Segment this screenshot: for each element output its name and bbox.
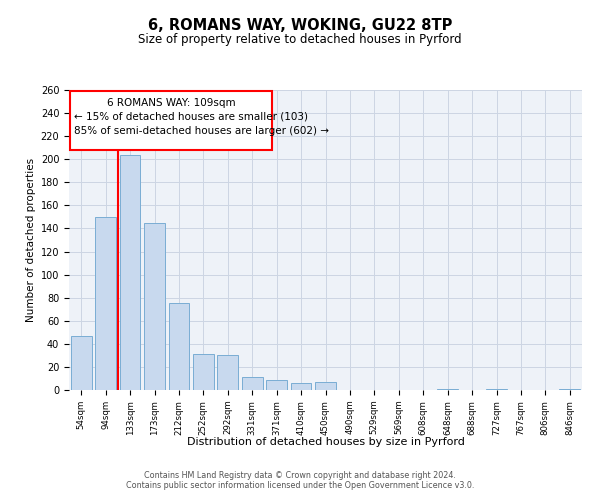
Bar xyxy=(144,222,165,390)
Text: 85% of semi-detached houses are larger (602) →: 85% of semi-detached houses are larger (… xyxy=(74,126,329,136)
Text: Contains public sector information licensed under the Open Government Licence v3: Contains public sector information licen… xyxy=(126,481,474,490)
Bar xyxy=(242,378,263,390)
Bar xyxy=(486,389,507,390)
Bar xyxy=(95,217,116,390)
Text: ← 15% of detached houses are smaller (103): ← 15% of detached houses are smaller (10… xyxy=(74,112,308,122)
Bar xyxy=(437,389,458,390)
Bar xyxy=(559,389,580,390)
Bar xyxy=(217,356,238,390)
Bar xyxy=(169,304,190,390)
Bar xyxy=(315,382,336,390)
Bar xyxy=(266,380,287,390)
Text: 6 ROMANS WAY: 109sqm: 6 ROMANS WAY: 109sqm xyxy=(107,98,235,108)
Text: Size of property relative to detached houses in Pyrford: Size of property relative to detached ho… xyxy=(138,32,462,46)
X-axis label: Distribution of detached houses by size in Pyrford: Distribution of detached houses by size … xyxy=(187,438,464,448)
FancyBboxPatch shape xyxy=(70,91,272,150)
Bar xyxy=(193,354,214,390)
Bar xyxy=(290,383,311,390)
Bar xyxy=(119,154,140,390)
Text: 6, ROMANS WAY, WOKING, GU22 8TP: 6, ROMANS WAY, WOKING, GU22 8TP xyxy=(148,18,452,32)
Y-axis label: Number of detached properties: Number of detached properties xyxy=(26,158,37,322)
Text: Contains HM Land Registry data © Crown copyright and database right 2024.: Contains HM Land Registry data © Crown c… xyxy=(144,471,456,480)
Bar xyxy=(71,336,92,390)
